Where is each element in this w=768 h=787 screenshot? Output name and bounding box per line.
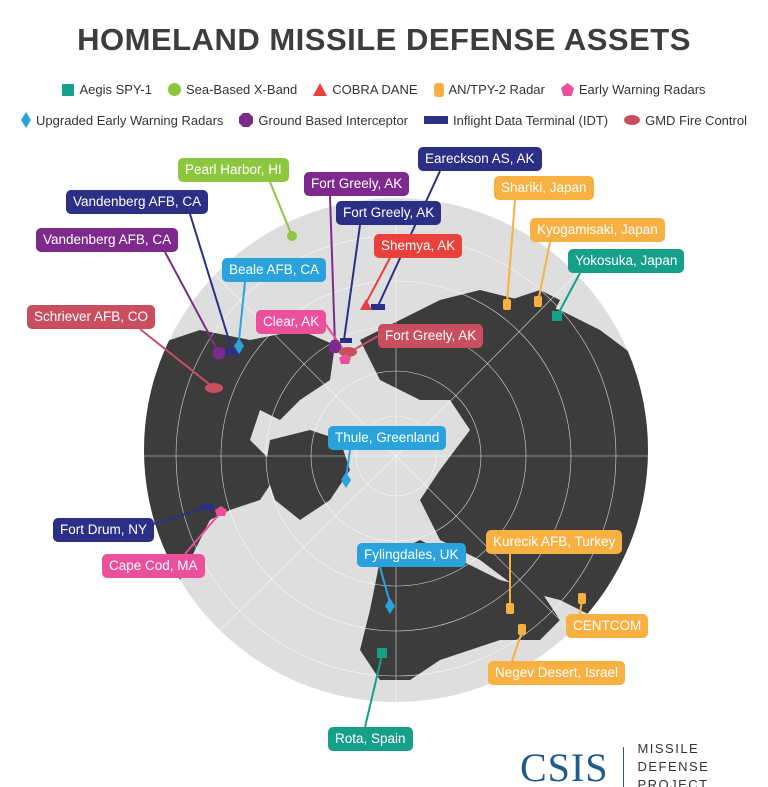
site-label[interactable]: Negev Desert, Israel	[488, 661, 626, 685]
logo-project: MISSILE DEFENSE PROJECT	[637, 740, 768, 787]
gmd-marker-fort-greely[interactable]	[339, 347, 357, 357]
legend-item: Ground Based Interceptor	[239, 112, 408, 128]
site-label[interactable]: Fort Greely, AK	[378, 324, 484, 348]
cobra-dane-marker-shemya[interactable]	[360, 299, 372, 310]
ellipse-icon	[624, 115, 641, 125]
logo-org: CSIS	[520, 744, 609, 787]
site-label[interactable]: Fort Greely, AK	[336, 201, 442, 225]
legend-item: GMD Fire Control	[624, 112, 747, 128]
triangle-icon	[313, 83, 328, 96]
site-label[interactable]: Shariki, Japan	[494, 176, 594, 200]
idt-marker-fort-drum[interactable]	[200, 504, 214, 510]
uewr-marker-thule[interactable]	[341, 472, 351, 488]
site-label[interactable]: Fort Greely, AK	[304, 172, 410, 196]
site-label[interactable]: Fort Drum, NY	[53, 518, 155, 542]
site-label[interactable]: Vandenberg AFB, CA	[66, 190, 209, 214]
gmd-marker-schriever[interactable]	[205, 383, 223, 393]
site-label[interactable]: Pearl Harbor, HI	[178, 158, 289, 182]
circle-icon	[167, 83, 181, 96]
leader-lines	[139, 170, 583, 728]
site-label[interactable]: Rota, Spain	[328, 727, 413, 751]
gbi-marker-vandenberg[interactable]	[213, 347, 225, 359]
pentagon-icon	[560, 83, 574, 96]
legend-item: Aegis SPY-1	[62, 82, 152, 97]
idt-marker-vandenberg[interactable]	[225, 349, 239, 355]
site-label[interactable]: Cape Cod, MA	[102, 554, 205, 578]
site-label[interactable]: Clear, AK	[256, 310, 327, 334]
legend-label: Sea-Based X-Band	[185, 82, 298, 97]
octagon-icon	[239, 113, 254, 127]
aegis-marker-yokosuka[interactable]	[552, 311, 562, 321]
legend-label: Aegis SPY-1	[79, 82, 152, 97]
logo-line-2: PROJECT	[637, 777, 709, 787]
logo-divider	[622, 747, 624, 787]
legend-item: COBRA DANE	[313, 82, 418, 97]
site-label[interactable]: Vandenberg AFB, CA	[36, 228, 179, 252]
antpy2-marker-negev[interactable]	[518, 624, 526, 635]
legend-label: Early Warning Radars	[578, 82, 706, 97]
site-label[interactable]: Shemya, AK	[374, 234, 463, 258]
uewr-marker-fylingdales[interactable]	[385, 598, 395, 614]
uewr-marker-beale[interactable]	[234, 338, 244, 354]
site-label[interactable]: Fylingdales, UK	[357, 543, 466, 567]
legend-item: Inflight Data Terminal (IDT)	[424, 112, 608, 128]
legend-item: AN/TPY-2 Radar	[433, 82, 545, 97]
aegis-marker-rota[interactable]	[377, 648, 387, 658]
site-label[interactable]: Thule, Greenland	[328, 426, 447, 450]
legend-item: Upgraded Early Warning Radars	[21, 112, 223, 128]
diamond-icon	[21, 112, 32, 128]
site-label[interactable]: Kurecik AFB, Turkey	[486, 530, 623, 554]
sbx-marker-pearl-harbor[interactable]	[287, 231, 297, 241]
idt-marker-eareckson[interactable]	[371, 304, 385, 310]
rounded-rect-icon	[433, 82, 444, 97]
legend-label: COBRA DANE	[332, 82, 418, 97]
antpy2-marker-kurecik[interactable]	[506, 603, 514, 614]
legend-label: Ground Based Interceptor	[258, 112, 409, 128]
antpy2-marker-kyogamisaki[interactable]	[534, 296, 542, 307]
legend-item: Sea-Based X-Band	[167, 82, 298, 97]
north-america	[144, 330, 335, 620]
site-label[interactable]: Schriever AFB, CO	[27, 305, 156, 329]
greenland	[265, 430, 350, 520]
legend-label: Inflight Data Terminal (IDT)	[453, 112, 609, 128]
legend-row-2: Upgraded Early Warning Radars Ground Bas…	[0, 112, 768, 128]
ewr-marker-clear[interactable]	[339, 354, 351, 364]
bar-icon	[424, 116, 449, 124]
site-label[interactable]: Beale AFB, CA	[222, 258, 327, 282]
legend-label: AN/TPY-2 Radar	[448, 82, 545, 97]
antpy2-marker-shariki[interactable]	[503, 299, 511, 310]
page-title: HOMELAND MISSILE DEFENSE ASSETS	[77, 22, 691, 57]
markers	[200, 231, 586, 658]
square-icon	[62, 83, 75, 96]
gbi-marker-fort-greely[interactable]	[329, 340, 341, 353]
legend-item: Early Warning Radars	[560, 82, 706, 97]
idt-marker-fort-greely[interactable]	[340, 338, 352, 343]
site-label[interactable]: Yokosuka, Japan	[568, 249, 685, 273]
site-label[interactable]: Kyogamisaki, Japan	[530, 218, 665, 242]
logo-line-1: MISSILE DEFENSE	[637, 741, 710, 774]
legend-label: Upgraded Early Warning Radars	[36, 112, 224, 128]
site-label[interactable]: Eareckson AS, AK	[418, 147, 542, 171]
csis-logo: CSIS MISSILE DEFENSE PROJECT	[520, 740, 768, 787]
legend-row-1: Aegis SPY-1 Sea-Based X-Band COBRA DANE …	[0, 82, 768, 97]
legend-label: GMD Fire Control	[645, 112, 747, 128]
ewr-marker-cape-cod[interactable]	[215, 506, 227, 516]
antpy2-marker-centcom[interactable]	[578, 593, 586, 604]
europe	[360, 540, 560, 680]
site-label[interactable]: CENTCOM	[566, 614, 649, 638]
